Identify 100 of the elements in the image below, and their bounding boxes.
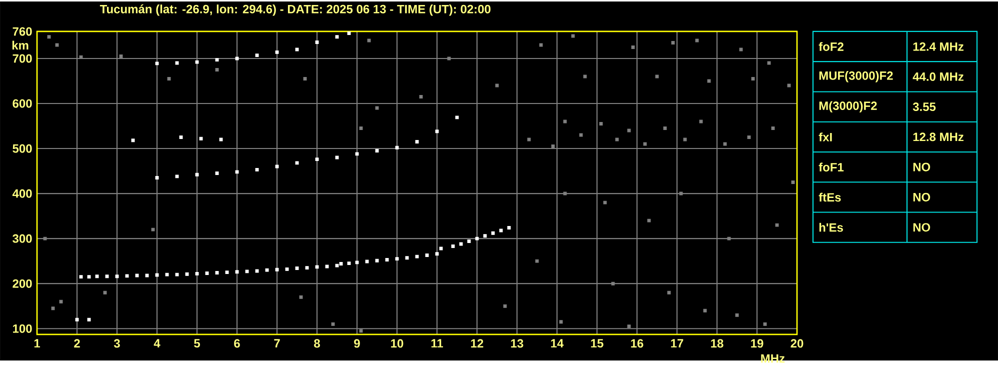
point [115, 274, 119, 278]
point [415, 254, 419, 258]
point [415, 140, 419, 144]
y-tick-label: 760 [12, 27, 32, 36]
point [105, 274, 109, 278]
x-tick-label: 7 [274, 339, 280, 348]
point [335, 264, 339, 268]
point [275, 268, 279, 272]
point [87, 275, 91, 279]
y-tick-label: 700 [12, 54, 32, 63]
point [265, 268, 269, 272]
x-tick-label: 12 [471, 339, 484, 348]
point [355, 152, 359, 156]
point [87, 318, 91, 322]
point [435, 252, 439, 256]
point [347, 262, 351, 266]
x-tick-label: 2 [74, 339, 80, 348]
x-tick-label: 20 [790, 339, 804, 348]
point [215, 58, 219, 62]
text: 3.55 [912, 102, 936, 112]
y-tick-label: 500 [12, 144, 32, 153]
y-tick-label: 100 [13, 324, 32, 333]
point [179, 136, 183, 139]
point [255, 269, 259, 273]
point [199, 136, 203, 140]
text: NO [913, 162, 930, 172]
point [455, 116, 459, 120]
point [75, 318, 79, 322]
point [339, 262, 343, 266]
point [255, 168, 259, 172]
text: MUF(3000)F2 [819, 71, 893, 82]
point [295, 161, 299, 165]
point [195, 172, 199, 176]
point [395, 257, 399, 261]
point [225, 270, 229, 274]
x-tick-label: 9 [354, 339, 360, 348]
point [499, 228, 503, 232]
x-tick-label: 18 [711, 339, 724, 348]
y-tick-label: 200 [12, 279, 32, 288]
point [395, 146, 399, 150]
point [315, 158, 319, 162]
x-tick-label: 13 [511, 339, 524, 348]
point [355, 260, 359, 264]
chart-title: Tucumán (lat: -26.9, lon: 294.6) - DATE: 2025 06 13 - TIME (UT): 02:00 [100, 4, 490, 16]
text: 44.0 MHz [912, 72, 964, 81]
point [245, 270, 249, 274]
point [507, 226, 511, 230]
point [347, 32, 351, 36]
point [305, 266, 309, 270]
point [135, 274, 139, 278]
point [405, 256, 409, 260]
x-tick-label: 10 [391, 339, 404, 348]
text: NO [913, 192, 930, 202]
x-tick-label: 6 [234, 339, 240, 348]
point [235, 270, 239, 274]
y-tick-label: 400 [12, 189, 32, 198]
text: 12.4 MHz [913, 42, 964, 51]
x-tick-label: 15 [591, 339, 604, 348]
x-tick-label: 8 [314, 339, 320, 348]
point [325, 264, 329, 268]
text: M(3000)F2 [819, 101, 877, 112]
point [385, 258, 389, 262]
point [215, 271, 219, 275]
point [155, 273, 159, 277]
point [335, 156, 339, 160]
x-tick-label: 5 [194, 339, 200, 348]
point [285, 267, 289, 271]
point [255, 54, 259, 58]
point [195, 272, 199, 276]
x-tick-label: 4 [154, 339, 160, 348]
point [315, 265, 319, 269]
point [483, 234, 487, 238]
text: foF1 [818, 162, 844, 172]
point [365, 260, 369, 264]
point [315, 40, 319, 44]
point [125, 274, 129, 278]
point [375, 149, 379, 153]
point [375, 258, 379, 262]
point [335, 35, 339, 39]
point [295, 266, 299, 270]
point [79, 275, 83, 279]
point [175, 174, 179, 178]
point [165, 272, 169, 276]
x-tick-label: 14 [551, 339, 564, 348]
x-tick-label: 17 [671, 339, 684, 348]
point [275, 164, 279, 168]
point [205, 271, 209, 275]
point [185, 272, 189, 276]
point [459, 242, 463, 246]
point [467, 240, 471, 243]
point [235, 170, 239, 174]
text: fxI [818, 132, 832, 142]
point [451, 244, 455, 248]
point [195, 60, 199, 64]
point [439, 246, 443, 250]
text: h'Es [819, 222, 843, 232]
y-axis-title: km [12, 40, 28, 50]
x-tick-label: 16 [631, 339, 644, 348]
text: 12.8 MHz [913, 132, 964, 142]
point [219, 138, 223, 142]
